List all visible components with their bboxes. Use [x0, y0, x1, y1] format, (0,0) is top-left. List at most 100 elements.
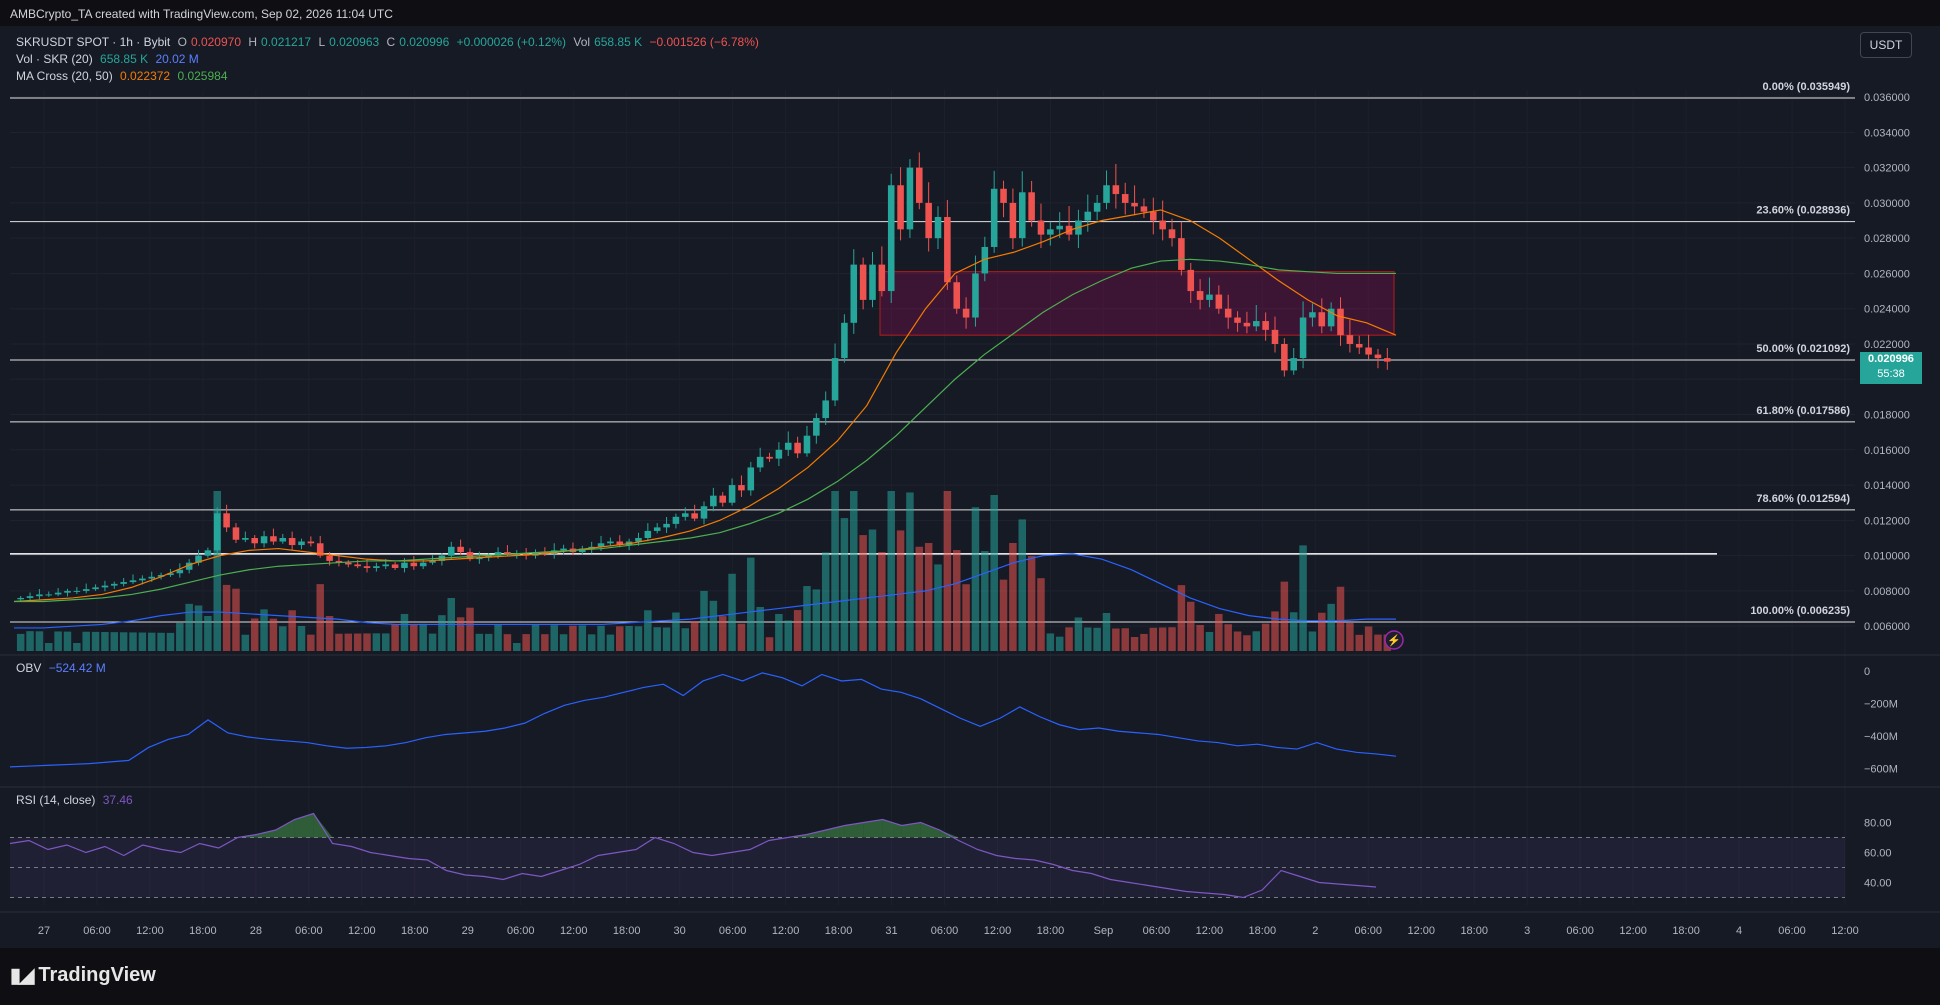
price-tick-label: 0.022000: [1864, 339, 1910, 351]
time-tick-label: 28: [250, 925, 262, 937]
candle-body: [120, 582, 127, 584]
time-tick-label: 18:00: [401, 925, 429, 937]
volume-bar: [232, 588, 240, 651]
candle-body: [1084, 211, 1092, 221]
obv-value: −524.42 M: [48, 661, 106, 675]
volume-bar: [1224, 624, 1232, 651]
candle-body: [897, 185, 904, 230]
volume-bar: [194, 605, 203, 651]
time-tick-label: 2: [1312, 925, 1318, 937]
volume-bar: [288, 610, 296, 651]
candle-body: [541, 552, 549, 554]
rsi-overbought-fill: [901, 822, 921, 838]
vol-label: Vol: [573, 35, 591, 49]
candle-body: [73, 590, 81, 592]
candle-body: [242, 537, 249, 540]
volume-bar: [606, 634, 615, 651]
candle-body: [82, 589, 90, 591]
volume-bar: [1308, 631, 1317, 651]
time-tick-label: 18:00: [1460, 925, 1488, 937]
candle-body: [934, 216, 942, 239]
volume-bar: [101, 632, 109, 651]
obv-legend[interactable]: OBV −524.42 M: [16, 661, 110, 675]
candle-body: [1187, 269, 1195, 292]
rsi-legend[interactable]: RSI (14, close) 37.46: [16, 793, 137, 807]
candle-body: [962, 308, 970, 318]
time-axis[interactable]: 27 06:00 12:00 18:00 28 06:00 12:00 18:00 29 06:0…: [38, 925, 1859, 937]
volume-bar: [138, 632, 147, 651]
volume-bar: [494, 625, 502, 651]
volume-bar: [962, 584, 970, 651]
candle-body: [1178, 238, 1185, 270]
obv-tick-label: −200M: [1864, 699, 1898, 711]
volume-bar: [1205, 631, 1214, 651]
candle-body: [719, 495, 726, 503]
candle-body: [279, 537, 287, 542]
volume-bar: [513, 643, 521, 651]
candle-body: [1037, 220, 1045, 235]
time-tick-label: 29: [462, 925, 474, 937]
volume-bar: [531, 625, 540, 651]
candle-body: [401, 562, 408, 568]
candle-body: [869, 264, 876, 300]
candle-body: [1159, 220, 1166, 230]
volume-bar: [279, 626, 287, 651]
fib-level-label: 78.60% (0.012594): [1756, 493, 1850, 505]
time-tick-label: 12:00: [560, 925, 588, 937]
obv-label: OBV: [16, 661, 42, 675]
volume-bar: [1027, 555, 1036, 651]
chart-frame[interactable]: [0, 26, 1940, 948]
price-tick-label: 0.008000: [1864, 586, 1910, 598]
volume-bar: [887, 491, 895, 651]
volume-bar: [307, 634, 315, 651]
candle-body: [850, 264, 858, 323]
obv-line: [9, 672, 1397, 768]
volume-legend[interactable]: Vol · SKR (20) 658.85 K 20.02 M: [16, 52, 203, 66]
volume-bar: [1084, 627, 1092, 651]
vol-change: −0.001526 (−6.78%): [649, 35, 759, 49]
candle-body: [345, 562, 352, 565]
tradingview-logo[interactable]: ▮◢ TradingView: [10, 963, 156, 988]
candle-body: [841, 322, 848, 359]
candle-body: [1196, 291, 1204, 300]
volume-bar: [1299, 545, 1307, 651]
main-legend[interactable]: SKRUSDT SPOT · 1h · Bybit O 0.020970 H 0.0…: [16, 35, 763, 49]
volume-bar: [1093, 627, 1101, 651]
volume-bar: [1187, 601, 1195, 651]
replay-icon[interactable]: ⚡: [1384, 630, 1404, 650]
time-tick-label: 30: [674, 925, 686, 937]
fib-level-label: 23.60% (0.028936): [1756, 205, 1850, 217]
volume-bar: [1271, 611, 1279, 651]
volume-bar: [110, 632, 119, 651]
candle-body: [64, 590, 71, 593]
candle-body: [157, 575, 165, 577]
candle-body: [504, 552, 511, 554]
time-tick-label: 12:00: [136, 925, 164, 937]
volume-bar: [803, 586, 811, 651]
fibonacci-retracement[interactable]: 0.00% (0.035949) 23.60% (0.028936) 50.00% …: [10, 81, 1855, 623]
candle-body: [195, 555, 202, 563]
volume-bar: [709, 600, 718, 651]
candle-body: [1215, 294, 1223, 309]
volume-bar: [690, 621, 699, 651]
time-tick-label: 18:00: [1249, 925, 1277, 937]
candle-body: [1262, 321, 1269, 330]
volume-bar: [625, 626, 633, 651]
price-axis[interactable]: 0.036000 0.034000 0.032000 0.030000 0.028000…: [1864, 92, 1910, 633]
candle-body: [822, 400, 829, 419]
candle-body: [1271, 329, 1279, 344]
obv-tick-label: −600M: [1864, 764, 1898, 776]
volume-bar: [1140, 633, 1148, 651]
ma-cross-legend[interactable]: MA Cross (20, 50) 0.022372 0.025984: [16, 69, 232, 83]
fib-level-label: 50.00% (0.021092): [1756, 343, 1850, 355]
candle-body: [672, 516, 680, 524]
volume-bar: [559, 634, 568, 651]
low-value: 0.020963: [329, 35, 380, 49]
currency-button[interactable]: USDT: [1860, 32, 1912, 58]
candle-body: [167, 573, 174, 576]
candle-body: [597, 543, 605, 547]
volume-bar: [222, 584, 231, 651]
rsi-overbought-fill: [256, 830, 276, 838]
candle-body: [1384, 358, 1391, 362]
